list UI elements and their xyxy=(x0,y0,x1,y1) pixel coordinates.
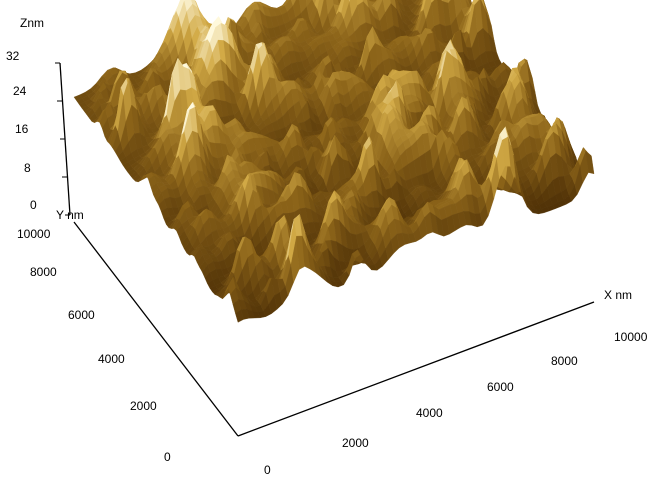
surface-facet xyxy=(312,0,317,6)
surface-facet xyxy=(419,0,424,6)
surface-facet xyxy=(420,0,427,13)
surface-facet xyxy=(282,0,290,6)
y-tick-label: 8000 xyxy=(30,265,57,279)
surface-facet xyxy=(317,0,325,19)
surface-facet xyxy=(290,0,297,7)
x-tick-label: 2000 xyxy=(342,436,369,450)
y-axis-title: Y nm xyxy=(56,208,84,222)
y-tick-label: 0 xyxy=(164,450,171,464)
surface-facet xyxy=(411,0,418,4)
z-tick-label: 24 xyxy=(13,84,27,98)
z-tick-label: 8 xyxy=(24,161,31,175)
x-tick-label: 4000 xyxy=(416,406,443,420)
surface-facet xyxy=(585,150,595,175)
y-axis-line xyxy=(73,221,239,437)
surface-facet xyxy=(421,0,424,4)
x-tick-labels: 0 2000 4000 6000 8000 10000 xyxy=(264,330,648,477)
surface-facet xyxy=(472,0,480,5)
surface-facet xyxy=(413,0,421,5)
z-tick-label: 16 xyxy=(15,122,29,136)
x-tick-label: 10000 xyxy=(614,330,648,344)
axes xyxy=(55,62,595,437)
surface-facet xyxy=(314,0,320,10)
surface-facet xyxy=(338,0,345,13)
x-axis-line xyxy=(237,301,595,437)
y-tick-label: 2000 xyxy=(130,399,157,413)
y-tick-label: 6000 xyxy=(68,308,95,322)
x-axis-title: X nm xyxy=(604,288,632,302)
surface-facet xyxy=(416,0,423,6)
y-tick-labels: 10000 8000 6000 4000 2000 0 xyxy=(17,227,171,464)
surface-facet xyxy=(369,0,378,7)
z-tick-label: 0 xyxy=(30,198,37,212)
surface-facet xyxy=(415,0,425,16)
z-tick-label: 32 xyxy=(6,49,20,63)
surface-mesh xyxy=(73,0,595,323)
surface-facet xyxy=(333,0,342,15)
surface-facet xyxy=(336,0,342,15)
y-tick-label: 4000 xyxy=(98,352,125,366)
surface-facet xyxy=(374,0,383,13)
z-axis-title: Znm xyxy=(20,16,44,30)
z-tick-labels: 32 24 16 8 0 xyxy=(6,49,37,212)
x-tick-label: 8000 xyxy=(551,354,578,368)
x-tick-label: 6000 xyxy=(487,380,514,394)
y-tick-label: 10000 xyxy=(17,227,51,241)
x-tick-label: 0 xyxy=(264,463,271,477)
